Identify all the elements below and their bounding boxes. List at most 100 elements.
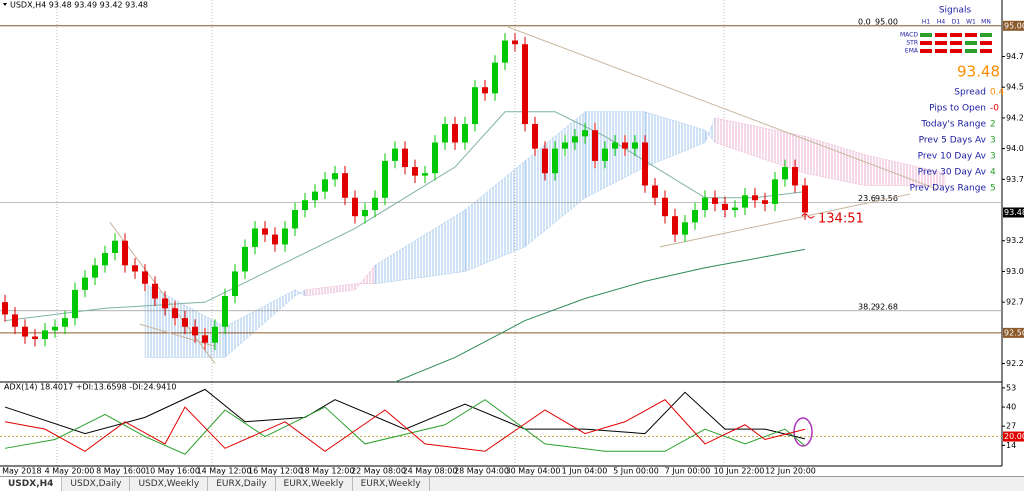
signal-cell: [950, 41, 962, 45]
x-tick-label: 12 Jun 20:00: [765, 467, 816, 476]
candle-body: [302, 200, 308, 211]
candle-body: [742, 195, 748, 208]
x-tick-label: 14 May 12:00: [197, 467, 252, 476]
candle-body: [462, 124, 468, 143]
week-separators: [56, 0, 725, 466]
current-price: 93.48: [957, 63, 1000, 81]
stat-value: 3: [990, 136, 996, 146]
candle-body: [122, 240, 128, 266]
fib-level: 0.0: [858, 17, 871, 26]
cloud-segment: [864, 154, 946, 186]
candle-body: [172, 308, 178, 319]
candle-body: [722, 203, 728, 211]
stat-label: Prev 10 Day Av: [918, 152, 987, 162]
signal-column: MN: [981, 19, 991, 26]
x-tick-label: 10 Jun 22:00: [714, 467, 765, 476]
x-tick-label: 2 May 2018: [0, 467, 42, 476]
price-marker-box: [1003, 207, 1024, 218]
chart-tab[interactable]: EURX,Weekly: [276, 477, 353, 491]
x-tick-label: 22 May 08:00: [351, 467, 406, 476]
chart-tab[interactable]: USDX,Weekly: [130, 477, 209, 491]
signal-column: W1: [966, 19, 976, 26]
cloud-segment: [374, 209, 466, 284]
candle-body: [472, 87, 478, 125]
chart-tab[interactable]: USDX,Daily: [62, 477, 131, 491]
cloud-segment: [714, 117, 806, 174]
candle-body: [632, 142, 638, 149]
fib-level: 23.6: [858, 194, 876, 203]
price-marker-label: 93.48: [1004, 208, 1024, 217]
candle-body: [362, 210, 368, 217]
candle-body: [222, 296, 228, 327]
chart-tab[interactable]: EURX,Daily: [208, 477, 276, 491]
chart: USDX,H4 93.48 93.49 93.42 93.48 ADX(14) …: [0, 0, 1024, 476]
adx-tick-label: 53: [1006, 383, 1016, 392]
candle-body: [42, 330, 48, 340]
stat-label: Prev 30 Day Av: [918, 168, 987, 178]
candle-body: [202, 335, 208, 343]
candle-body: [802, 185, 808, 213]
y-tick-label: 93.00: [1006, 267, 1024, 276]
chart-tab[interactable]: USDX,H4: [0, 477, 63, 491]
moving-average: [394, 248, 806, 383]
stat-label: Today's Range: [920, 120, 986, 130]
y-tick-label: 94.00: [1006, 144, 1024, 153]
stat-value: 5: [990, 184, 996, 194]
stat-label: Prev 5 Days Av: [919, 136, 987, 146]
menu-arrow[interactable]: [3, 3, 7, 6]
candle-body: [402, 148, 408, 168]
candle-body: [72, 289, 78, 319]
y-tick-label: 94.75: [1006, 52, 1024, 61]
candle-body: [342, 173, 348, 198]
y-tick-label: 93.75: [1006, 175, 1024, 184]
adx-tick-label: 27: [1006, 422, 1016, 431]
stat-label: Spread: [954, 88, 986, 98]
candle-body: [212, 326, 218, 343]
fib-level: 38.2: [858, 302, 876, 311]
stat-value: 0.4: [990, 88, 1005, 98]
countdown: 134:51: [818, 212, 864, 227]
signal-cell: [920, 49, 932, 53]
signal-cell: [935, 33, 947, 37]
candle-body: [682, 222, 688, 235]
candle-body: [192, 326, 198, 336]
symbol-header: USDX,H4 93.48 93.49 93.42 93.48: [10, 1, 148, 10]
adx-level-box: [1003, 431, 1024, 442]
price-marker-label: 92.50: [1004, 328, 1024, 337]
chart-tab[interactable]: EURX,Weekly: [353, 477, 430, 491]
candle-body: [352, 197, 358, 217]
adx-line: [4, 399, 806, 452]
candle-body: [542, 148, 548, 174]
fib-price: 92.68: [875, 302, 898, 311]
candle-body: [642, 142, 648, 186]
x-tick-label: 18 May 12:00: [300, 467, 355, 476]
candle-body: [62, 318, 68, 327]
signal-cell: [965, 33, 977, 37]
signal-cell: [935, 49, 947, 53]
candle-body: [532, 124, 538, 149]
candle-body: [612, 142, 618, 149]
candle-body: [662, 197, 668, 217]
candle-body: [392, 148, 398, 161]
signal-column: H4: [937, 19, 946, 26]
candle-body: [652, 185, 658, 198]
signal-column: D1: [952, 19, 961, 26]
signal-row: EMA: [905, 48, 919, 55]
x-tick-label: 24 May 08:00: [403, 467, 458, 476]
price-marker-box: [1003, 20, 1024, 31]
signal-cell: [920, 41, 932, 45]
candle-body: [572, 136, 578, 143]
candle-body: [282, 228, 288, 245]
adx-level-label: 20.00: [1004, 432, 1024, 441]
candle-body: [102, 253, 108, 266]
candle-body: [22, 326, 28, 337]
adx-tick-label: 14: [1006, 441, 1016, 450]
signal-column: H1: [922, 19, 931, 26]
y-tick-label: 92.75: [1006, 298, 1024, 307]
adx-line: [4, 388, 806, 440]
candle-body: [582, 130, 588, 137]
signal-cell: [950, 33, 962, 37]
signals-title: Signals: [939, 6, 972, 16]
candle-body: [162, 298, 168, 309]
